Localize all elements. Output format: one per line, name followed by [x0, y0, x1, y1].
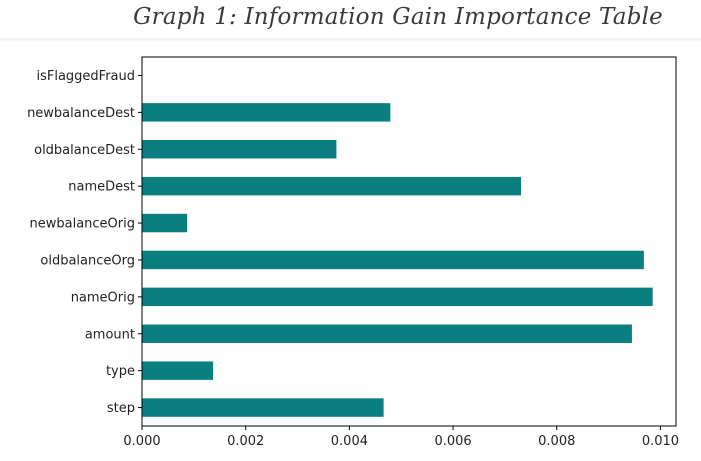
x-tick-label: 0.004	[331, 434, 368, 449]
x-tick-label: 0.006	[434, 434, 471, 449]
bar-nameOrig	[142, 287, 653, 307]
plot-frame	[141, 56, 677, 427]
x-tick-label: 0.010	[642, 434, 679, 449]
bar-amount	[142, 324, 632, 343]
bar-newbalanceDest	[142, 103, 391, 122]
y-tick-label: isFlaggedFraud	[36, 69, 135, 84]
title-divider	[0, 38, 701, 42]
y-tick-label: oldbalanceDest	[34, 143, 135, 158]
x-tick-label: 0.008	[538, 434, 575, 449]
y-tick-label: amount	[85, 327, 135, 342]
bar-nameDest	[142, 176, 521, 196]
bar-oldbalanceOrg	[142, 250, 644, 270]
y-tick-label: oldbalanceOrg	[40, 253, 135, 268]
bar-oldbalanceDest	[142, 140, 337, 159]
y-tick-label: type	[106, 364, 135, 379]
y-tick-label: newbalanceDest	[27, 106, 135, 121]
x-tick-label: 0.002	[227, 434, 264, 449]
chart-title: Graph 1: Information Gain Importance Tab…	[133, 4, 663, 30]
y-tick-label: step	[107, 401, 135, 416]
y-tick-label: newbalanceOrig	[30, 217, 136, 232]
bar-newbalanceOrig	[142, 213, 188, 233]
x-tick-label: 0.000	[123, 434, 160, 449]
y-tick-label: nameOrig	[71, 290, 135, 305]
y-tick-label: nameDest	[68, 180, 135, 195]
bar-type	[142, 361, 214, 380]
bar-step	[142, 398, 384, 417]
